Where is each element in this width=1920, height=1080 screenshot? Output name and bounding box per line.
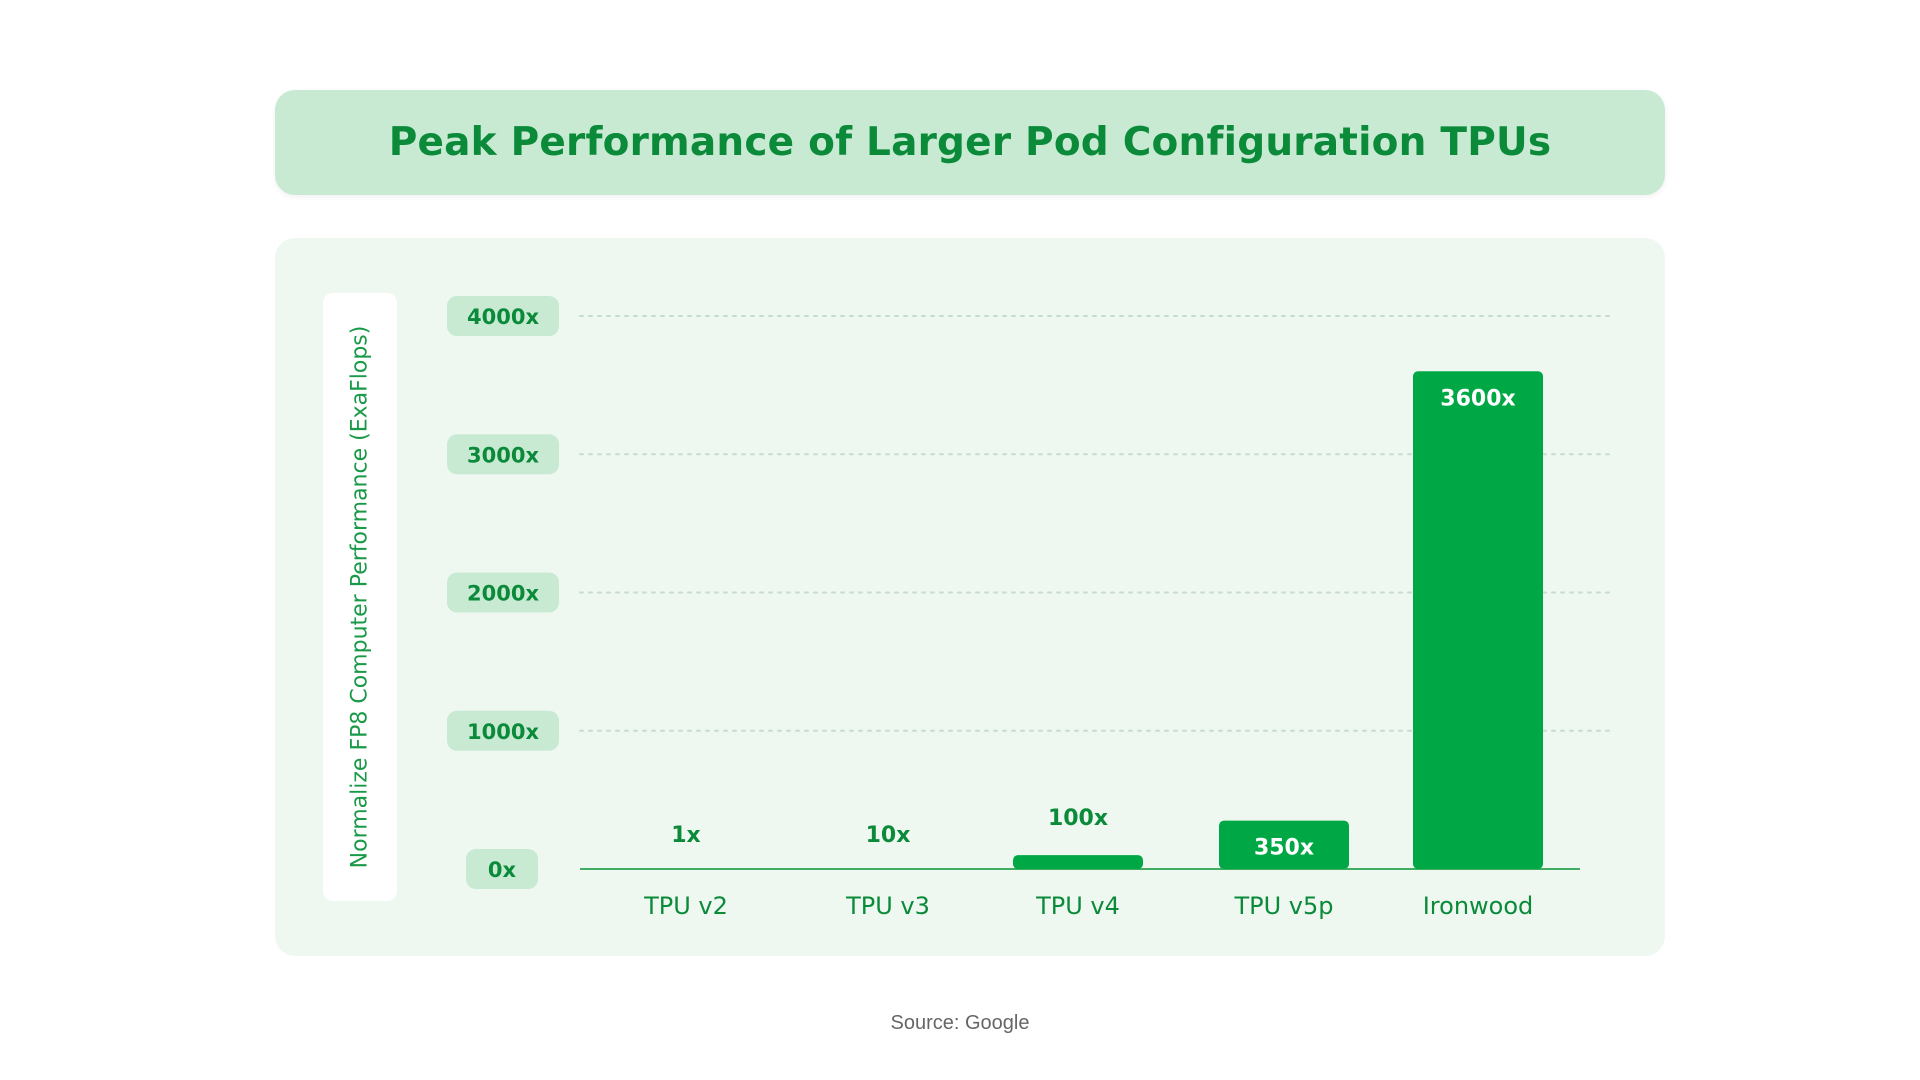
bar-value-label: 1x [671, 823, 701, 848]
y-tick-label: 3000x [467, 443, 539, 467]
y-tick-pill [466, 849, 538, 889]
x-tick-label: TPU v4 [1035, 892, 1120, 920]
y-tick-label: 2000x [467, 582, 539, 606]
y-tick-label: 1000x [467, 720, 539, 744]
source-caption: Source: Google [890, 1012, 1030, 1034]
y-tick-pill [447, 434, 559, 475]
y-tick-label: 4000x [467, 305, 539, 329]
x-tick-label: TPU v2 [643, 892, 728, 920]
bar [1413, 371, 1543, 869]
bar [1219, 820, 1349, 869]
x-tick-label: TPU v5p [1233, 892, 1333, 920]
x-tick-label: Ironwood [1423, 892, 1534, 920]
bar-value-label: 100x [1048, 806, 1108, 831]
y-tick-label: 0x [488, 858, 517, 882]
bar-value-label: 3600x [1440, 386, 1515, 411]
bar-value-label: 10x [866, 823, 911, 848]
y-axis-label-box [323, 293, 397, 901]
y-tick-pill [447, 572, 559, 613]
y-tick-pill [447, 296, 559, 336]
title-banner: Peak Performance of Larger Pod Configura… [275, 90, 1665, 195]
chart-title: Peak Performance of Larger Pod Configura… [388, 120, 1552, 165]
y-tick-pill [447, 710, 559, 751]
bar [1013, 855, 1143, 869]
bar-value-label: 350x [1254, 836, 1314, 861]
x-tick-label: TPU v3 [845, 892, 930, 920]
